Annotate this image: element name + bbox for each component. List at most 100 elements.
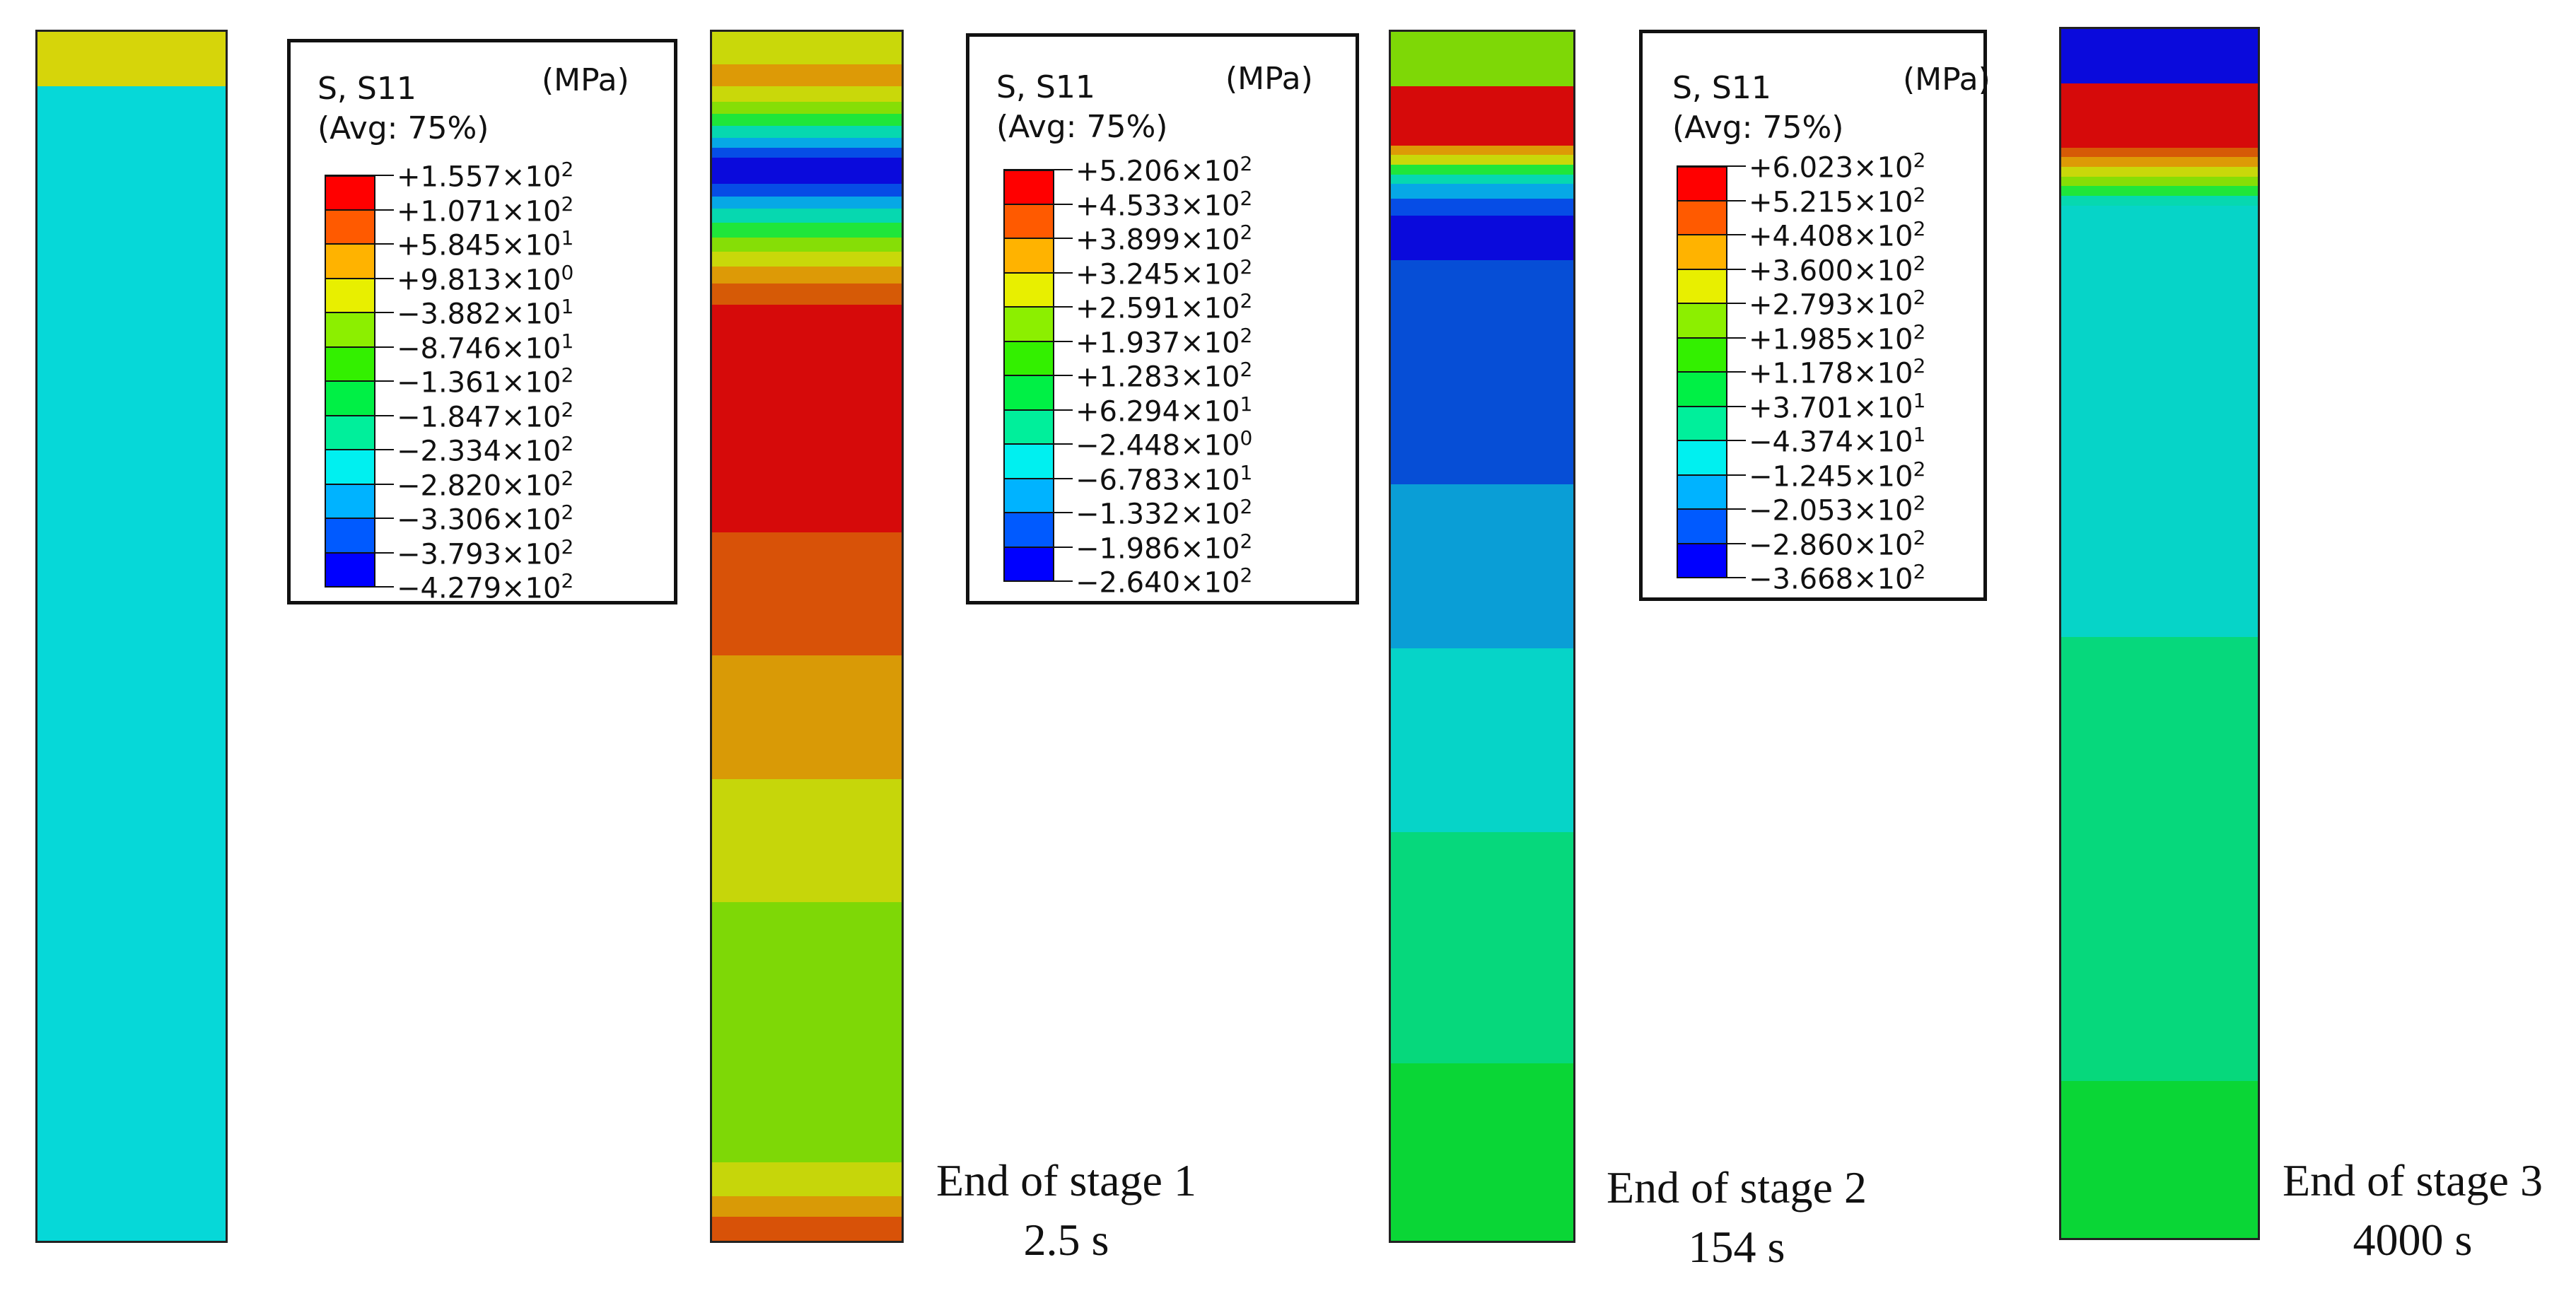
legend-tick [325,483,394,485]
legend-color-swatch [325,518,375,554]
legend-tick [325,449,394,450]
legend-value-label: +1.283×102 [1076,358,1253,394]
legend-value-label: −8.746×101 [397,329,574,365]
legend-value-label: +5.215×102 [1749,182,1926,218]
legend-title: S, S11 (Avg: 75%) [317,69,489,148]
contour-band [37,32,226,87]
contour-band [1391,648,1573,833]
legend-color-swatch [1003,444,1054,479]
legend-value-label: +1.985×102 [1749,320,1926,356]
legend-color-swatch [325,346,375,382]
legend-tick [1003,203,1073,205]
legend-unit: (MPa) [1903,62,1991,98]
legend-tick [1003,546,1073,548]
legend-value-label: −1.245×102 [1749,457,1926,493]
legend-color-swatch [325,175,375,211]
legend-tick [1677,199,1746,201]
contour-band [1391,484,1573,649]
legend-tick [1003,409,1073,411]
contour-band [1391,832,1573,1064]
legend-color-swatch [1003,409,1054,445]
legend-tick [325,518,394,519]
legend-tick [325,277,394,279]
contour-band [712,196,902,209]
legend-value-label: +9.813×100 [397,260,574,296]
contour-band [712,655,902,780]
legend-tick [325,414,394,416]
legend-color-swatch [1677,440,1727,476]
contour-band [2061,166,2258,177]
contour-band [1391,198,1573,216]
legend-value-label: −1.332×102 [1076,495,1253,531]
legend-color-swatch [1677,166,1727,201]
contour-band [712,305,902,533]
legend-value-label: +3.245×102 [1076,255,1253,291]
legend-color-swatch [325,450,375,485]
contour-band [1391,174,1573,185]
legend-color-swatch [1677,509,1727,544]
legend-tick [1677,303,1746,304]
legend-value-label: +5.845×101 [397,226,574,262]
legend-tick [1677,542,1746,544]
contour-band [1391,86,1573,146]
legend-tick [1003,340,1073,342]
legend-value-label: +2.793×102 [1749,286,1926,322]
contour-band [1391,215,1573,261]
legend-tick [1003,477,1073,479]
contour-band [1391,184,1573,199]
stress-strip-stage-2 [1389,30,1575,1243]
legend-tick [1677,234,1746,235]
contour-band [2061,1080,2258,1238]
stress-strip-stage-1 [710,30,904,1243]
legend-value-label: −2.334×102 [397,432,574,468]
legend-tick [1003,580,1073,582]
stage-2-time: 154 s [1688,1222,1785,1272]
legend-tick [325,243,394,245]
legend-color-swatch [1677,235,1727,270]
legend-value-label: −2.053×102 [1749,491,1926,527]
legend-value-label: −1.986×102 [1076,529,1253,565]
legend-tick [325,380,394,382]
contour-band [712,184,902,197]
legend-unit: (MPa) [1225,61,1313,97]
legend-value-label: +5.206×102 [1076,152,1253,188]
legend-color-swatch [1003,547,1054,582]
legend-tick [1003,443,1073,445]
legend-color-swatch [1003,204,1054,239]
legend-color-swatch [325,484,375,519]
legend-value-label: −4.279×102 [397,569,574,605]
legend-color-swatch [325,415,375,450]
legend-tick [1677,405,1746,407]
legend-color-swatch [1003,307,1054,342]
legend-tick [1003,375,1073,376]
stage-1-caption: End of stage 1 2.5 s [911,1151,1222,1270]
contour-band [712,1162,902,1197]
contour-band [1391,145,1573,156]
legend-value-label: +1.071×102 [397,192,574,228]
legend-tick [1677,474,1746,476]
legend-color-swatch [1003,478,1054,513]
legend-value-label: +3.899×102 [1076,221,1253,257]
legend-variable: S, S11 [996,69,1095,105]
legend-tick [1003,271,1073,274]
contour-band [2061,186,2258,197]
legend-tick [1677,577,1746,578]
legend-value-label: +2.591×102 [1076,289,1253,325]
contour-band [712,1196,902,1217]
legend-tick [1677,337,1746,339]
contour-band [712,102,902,115]
stress-strip-stage-3 [2059,27,2260,1240]
legend-color-swatch [325,312,375,348]
legend-color-swatch [1677,372,1727,407]
legend-value-label: −1.847×102 [397,397,574,433]
stress-legend-stage-1: S, S11 (Avg: 75%) (MPa) +1.557×102 +1.071… [287,39,677,604]
legend-title: S, S11 (Avg: 75%) [1672,69,1843,148]
stress-legend-stage-2: S, S11 (Avg: 75%) (MPa) +5.206×102 +4.533… [966,33,1359,604]
contour-band [712,283,902,305]
legend-value-label: +1.178×102 [1749,354,1926,390]
legend-color-swatch [1003,238,1054,274]
legend-value-label: −2.640×102 [1076,563,1253,600]
contour-band [2061,147,2258,158]
legend-value-label: −6.783×101 [1076,460,1253,496]
contour-band [712,126,902,139]
